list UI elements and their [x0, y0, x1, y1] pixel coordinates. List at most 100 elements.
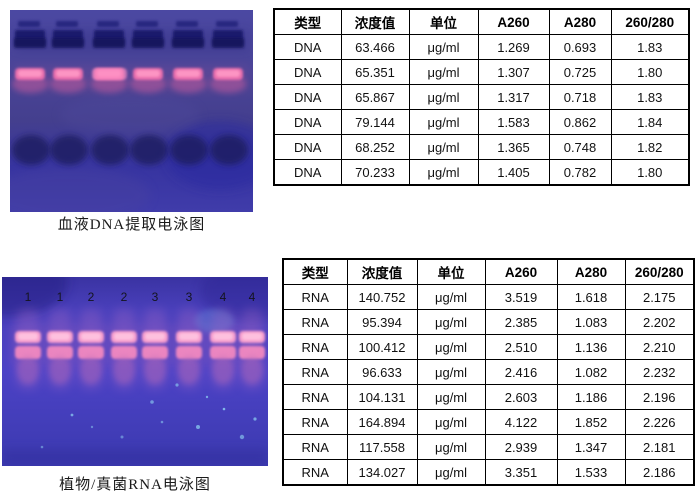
- lane-label: 2: [121, 290, 128, 304]
- column-header: 浓度值: [346, 258, 418, 285]
- table-cell: RNA: [282, 434, 348, 460]
- table-cell: 2.939: [484, 434, 558, 460]
- table-cell: μg/ml: [408, 59, 479, 85]
- table-cell: 2.416: [484, 359, 558, 385]
- table-cell: 100.412: [346, 334, 418, 360]
- table-cell: 117.558: [346, 434, 418, 460]
- table-row: RNA 104.131 μg/ml 2.603 1.186 2.196: [282, 384, 695, 410]
- table-cell: 0.725: [548, 59, 612, 85]
- table-cell: 1.80: [610, 159, 690, 186]
- table-row: RNA 95.394 μg/ml 2.385 1.083 2.202: [282, 309, 695, 335]
- table-cell: μg/ml: [408, 109, 479, 135]
- table-cell: μg/ml: [416, 384, 486, 410]
- column-header: 260/280: [610, 8, 690, 35]
- table-cell: 104.131: [346, 384, 418, 410]
- column-header: A260: [477, 8, 550, 35]
- table-cell: μg/ml: [408, 134, 479, 160]
- table-cell: DNA: [273, 109, 342, 135]
- table-cell: μg/ml: [416, 409, 486, 435]
- rna-table-header-row: 类型 浓度值 单位 A260 A280 260/280: [282, 258, 695, 285]
- table-cell: RNA: [282, 284, 348, 310]
- table-cell: 1.136: [556, 334, 626, 360]
- rna-gel-speckles: [40, 383, 257, 449]
- table-cell: 1.317: [477, 84, 550, 110]
- table-cell: 4.122: [484, 409, 558, 435]
- table-cell: 0.748: [548, 134, 612, 160]
- table-cell: μg/ml: [416, 334, 486, 360]
- table-cell: 1.83: [610, 84, 690, 110]
- column-header: 类型: [282, 258, 348, 285]
- table-cell: 68.252: [340, 134, 410, 160]
- table-cell: μg/ml: [416, 284, 486, 310]
- table-cell: RNA: [282, 384, 348, 410]
- table-cell: DNA: [273, 59, 342, 85]
- table-cell: RNA: [282, 459, 348, 486]
- rna-gel-lane-numbers: 1 1 2 2 3 3 4 4: [25, 290, 256, 304]
- table-cell: DNA: [273, 134, 342, 160]
- lane-label: 3: [152, 290, 159, 304]
- dna-gel-caption: 血液DNA提取电泳图: [57, 217, 206, 233]
- table-cell: 1.082: [556, 359, 626, 385]
- table-cell: 1.80: [610, 59, 690, 85]
- table-row: RNA 140.752 μg/ml 3.519 1.618 2.175: [282, 284, 695, 310]
- table-cell: 2.603: [484, 384, 558, 410]
- rna-gel-caption: 植物/真菌RNA电泳图: [59, 477, 211, 493]
- dna-table-body: DNA 63.466 μg/ml 1.269 0.693 1.83 DNA 65.351 μg/…: [273, 34, 690, 186]
- table-cell: 95.394: [346, 309, 418, 335]
- table-cell: 1.533: [556, 459, 626, 486]
- table-cell: 70.233: [340, 159, 410, 186]
- table-row: DNA 65.867 μg/ml 1.317 0.718 1.83: [273, 84, 690, 110]
- table-cell: RNA: [282, 309, 348, 335]
- table-row: RNA 117.558 μg/ml 2.939 1.347 2.181: [282, 434, 695, 460]
- table-row: DNA 68.252 μg/ml 1.365 0.748 1.82: [273, 134, 690, 160]
- table-cell: μg/ml: [408, 159, 479, 186]
- table-cell: 63.466: [340, 34, 410, 60]
- table-cell: 140.752: [346, 284, 418, 310]
- table-cell: μg/ml: [416, 434, 486, 460]
- column-header: A260: [484, 258, 558, 285]
- column-header: A280: [556, 258, 626, 285]
- table-row: RNA 96.633 μg/ml 2.416 1.082 2.232: [282, 359, 695, 385]
- table-row: DNA 63.466 μg/ml 1.269 0.693 1.83: [273, 34, 690, 60]
- table-cell: μg/ml: [416, 459, 486, 486]
- lane-label: 2: [88, 290, 95, 304]
- table-cell: 65.351: [340, 59, 410, 85]
- table-cell: 2.510: [484, 334, 558, 360]
- table-cell: DNA: [273, 34, 342, 60]
- lane-label: 4: [249, 290, 256, 304]
- table-cell: 0.693: [548, 34, 612, 60]
- table-cell: 2.202: [624, 309, 695, 335]
- table-cell: μg/ml: [408, 34, 479, 60]
- table-row: DNA 79.144 μg/ml 1.583 0.862 1.84: [273, 109, 690, 135]
- table-cell: 1.82: [610, 134, 690, 160]
- table-cell: 1.852: [556, 409, 626, 435]
- table-cell: μg/ml: [416, 359, 486, 385]
- table-cell: 2.226: [624, 409, 695, 435]
- table-cell: 3.351: [484, 459, 558, 486]
- rna-table: 类型 浓度值 单位 A260 A280 260/280 RNA 140.752 μg/ml 3.…: [282, 258, 695, 486]
- table-cell: DNA: [273, 84, 342, 110]
- table-cell: 96.633: [346, 359, 418, 385]
- lane-label: 1: [57, 290, 64, 304]
- table-cell: 2.186: [624, 459, 695, 486]
- column-header: 260/280: [624, 258, 695, 285]
- table-cell: 2.210: [624, 334, 695, 360]
- column-header: A280: [548, 8, 612, 35]
- dna-table: 类型 浓度值 单位 A260 A280 260/280 DNA 63.466 μg/ml 1.2…: [273, 8, 690, 186]
- lane-label: 1: [25, 290, 32, 304]
- table-cell: 1.583: [477, 109, 550, 135]
- table-row: RNA 100.412 μg/ml 2.510 1.136 2.210: [282, 334, 695, 360]
- table-row: DNA 65.351 μg/ml 1.307 0.725 1.80: [273, 59, 690, 85]
- table-cell: 1.83: [610, 34, 690, 60]
- table-cell: 2.175: [624, 284, 695, 310]
- rna-gel-photo: 1 1 2 2 3 3 4 4: [2, 277, 268, 466]
- table-cell: RNA: [282, 409, 348, 435]
- table-cell: 1.083: [556, 309, 626, 335]
- table-cell: 1.186: [556, 384, 626, 410]
- dna-band-highlight: [92, 68, 127, 80]
- rna-table-body: RNA 140.752 μg/ml 3.519 1.618 2.175 RNA 95.394 μ…: [282, 284, 695, 486]
- table-cell: 3.519: [484, 284, 558, 310]
- table-cell: 1.307: [477, 59, 550, 85]
- table-cell: 1.84: [610, 109, 690, 135]
